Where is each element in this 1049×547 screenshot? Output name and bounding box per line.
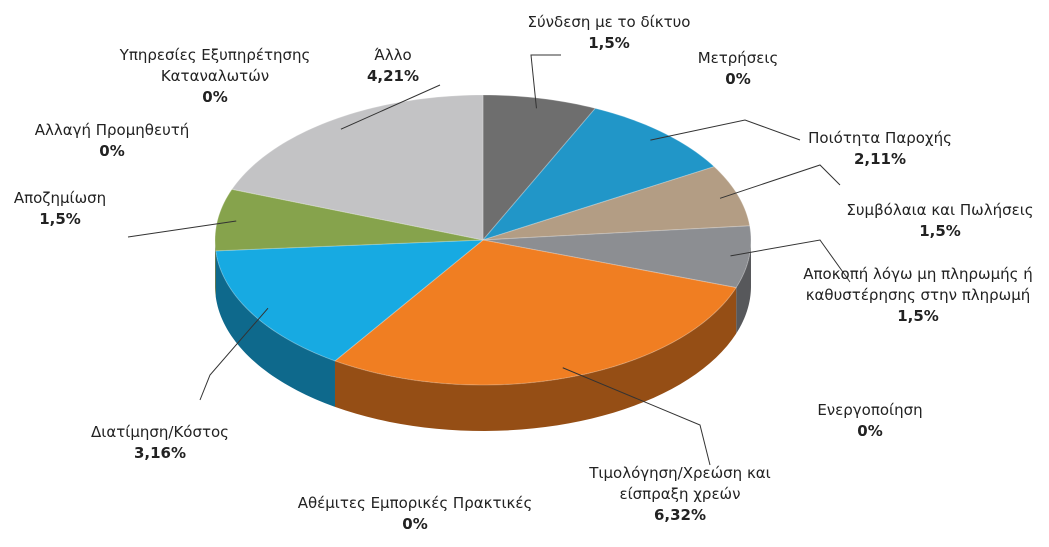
slice [483, 108, 596, 240]
slice-label: Ενεργοποίηση 0% [790, 400, 950, 442]
leader-line [199, 307, 269, 401]
value-label: 1,5% [39, 210, 81, 228]
value-label: 3,16% [133, 444, 187, 462]
slice [482, 94, 597, 242]
slice [215, 239, 485, 362]
slice [333, 239, 737, 386]
value-label: 0% [857, 422, 883, 440]
category-name: Σύνδεση με το δίκτυο [527, 13, 691, 31]
slice-label: Σύνδεση με το δίκτυο 1,5% [499, 12, 719, 54]
value-label: 0% [99, 142, 125, 160]
value-label: 1,5% [897, 307, 939, 325]
slice-label: Συμβόλαια και Πωλήσεις 1,5% [830, 200, 1049, 242]
leader-line [340, 84, 441, 130]
value-label: 2,11% [853, 150, 907, 168]
category-name: Αποζημίωση [13, 189, 107, 207]
value-label: 4,21% [366, 67, 420, 85]
value-label: 0% [725, 70, 751, 88]
slice-label: Μετρήσεις 0% [668, 48, 808, 90]
category-name: Αλλαγή Προμηθευτή [34, 121, 190, 139]
slice [482, 166, 751, 241]
slice-label: Υπηρεσίες Εξυπηρέτησης Καταναλωτών 0% [110, 45, 320, 108]
value-label: 0% [402, 515, 428, 533]
slice-side [334, 287, 737, 431]
slice-label: Διατίμηση/Κόστος 3,16% [60, 422, 260, 464]
slice-side [736, 240, 751, 334]
leader-line [730, 239, 851, 283]
leader-line [562, 367, 711, 466]
leader-line [719, 164, 841, 199]
category-name: Άλλο [374, 46, 412, 64]
slice-label: Αλλαγή Προμηθευτή 0% [12, 120, 212, 162]
leader-line [127, 220, 237, 238]
category-name: Ενεργοποίηση [817, 401, 923, 419]
slice [482, 225, 752, 289]
value-label: 0% [202, 88, 228, 106]
category-name: Αθέμιτες Εμπορικές Πρακτικές [297, 494, 533, 512]
slice-label: Αποκοπή λόγω μη πληρωμής ή καθυστέρησης … [783, 264, 1049, 327]
slice-label: Τιμολόγηση/Χρεώση και είσπραξη χρεών 6,32… [585, 463, 775, 526]
slice [231, 94, 484, 241]
category-name: Μετρήσεις [697, 49, 779, 67]
slice-label: Άλλο 4,21% [343, 45, 443, 87]
slice-label: Αποζημίωση 1,5% [0, 188, 120, 230]
category-name: Υπηρεσίες Εξυπηρέτησης Καταναλωτών [119, 46, 311, 85]
slice-label: Ποιότητα Παροχής 2,11% [790, 128, 970, 170]
category-name: Συμβόλαια και Πωλήσεις [846, 201, 1034, 219]
leader-line [530, 54, 561, 109]
slice-side [215, 250, 335, 407]
slice-label: Αθέμιτες Εμπορικές Πρακτικές 0% [265, 493, 565, 535]
category-name: Διατίμηση/Κόστος [91, 423, 229, 441]
leader-line [650, 119, 801, 141]
category-name: Αποκοπή λόγω μη πληρωμής ή καθυστέρησης … [803, 265, 1033, 304]
value-label: 6,32% [653, 506, 707, 524]
category-name: Τιμολόγηση/Χρεώση και είσπραξη χρεών [589, 464, 771, 503]
value-label: 1,5% [919, 222, 961, 240]
value-label: 1,5% [588, 34, 630, 52]
slice-side [215, 240, 216, 297]
slice [481, 107, 716, 242]
slice [214, 188, 484, 252]
category-name: Ποιότητα Παροχής [808, 129, 952, 147]
